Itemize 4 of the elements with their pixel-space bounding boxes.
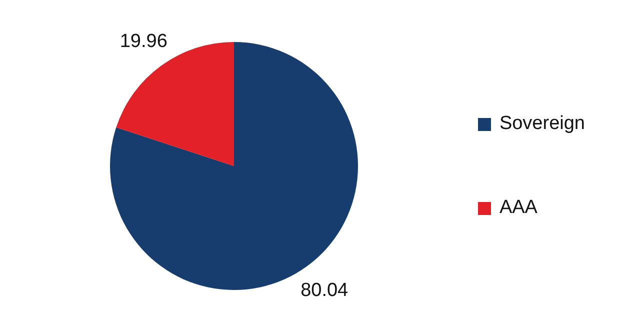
legend-label: Sovereign xyxy=(499,113,585,135)
data-label: 80.04 xyxy=(300,280,349,302)
legend-label: AAA xyxy=(499,197,538,219)
data-label: 19.96 xyxy=(120,30,168,52)
